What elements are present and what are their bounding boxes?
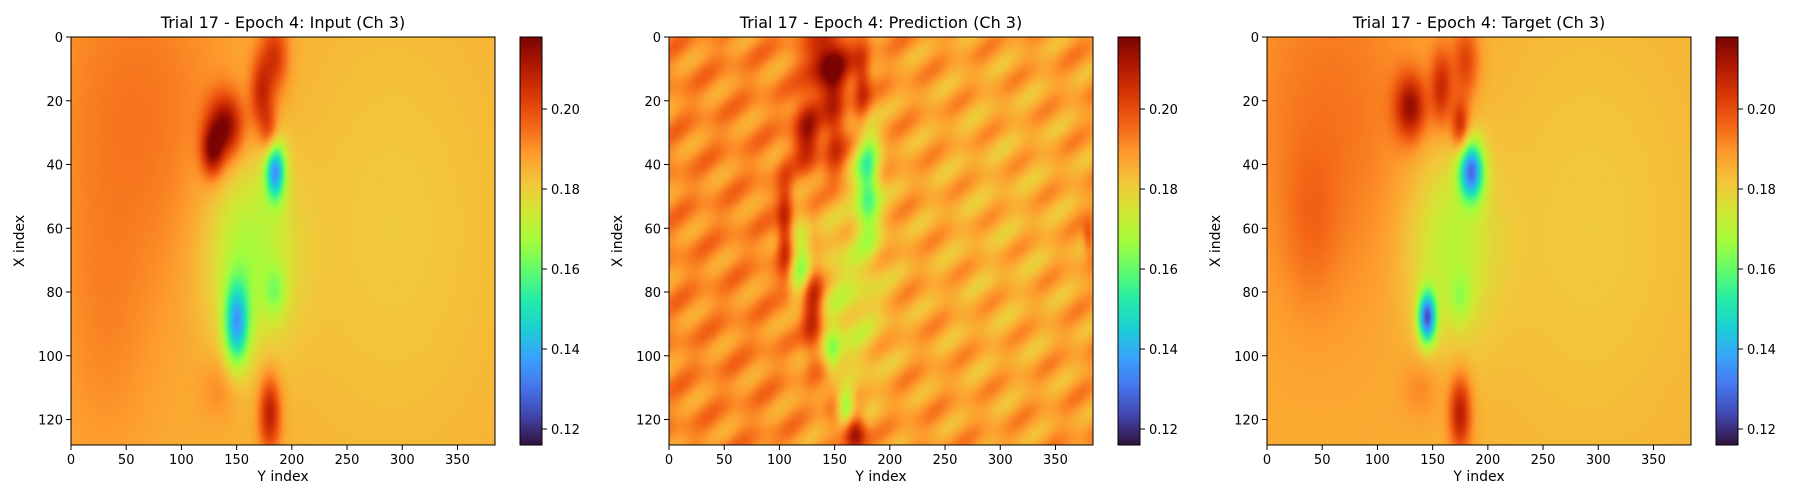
x-tick-label: 100 xyxy=(767,453,792,468)
colorbar-frame xyxy=(1117,36,1141,446)
colorbar-frame xyxy=(519,36,543,446)
y-tick-label: 0 xyxy=(653,31,661,46)
x-tick-label: 0 xyxy=(67,453,75,468)
x-axis-label: Y index xyxy=(256,469,308,485)
chart-title: Trial 17 - Epoch 4: Prediction (Ch 3) xyxy=(739,13,1022,32)
colorbar-tick-label: 0.18 xyxy=(1747,183,1776,198)
x-tick-label: 300 xyxy=(390,453,415,468)
colorbar-frame xyxy=(1715,36,1739,446)
x-tick-label: 150 xyxy=(224,453,249,468)
heatmap-image xyxy=(1267,37,1691,445)
x-tick-label: 150 xyxy=(822,453,847,468)
x-tick-label: 50 xyxy=(118,453,135,468)
x-tick-label: 250 xyxy=(1531,453,1556,468)
colorbar-tick-label: 0.18 xyxy=(551,183,580,198)
x-tick-label: 200 xyxy=(279,453,304,468)
x-tick-label: 350 xyxy=(1043,453,1068,468)
chart-title: Trial 17 - Epoch 4: Input (Ch 3) xyxy=(160,13,405,32)
y-axis-label: X index xyxy=(610,215,626,267)
x-tick-label: 50 xyxy=(716,453,733,468)
y-tick-label: 80 xyxy=(1242,286,1259,301)
axes-frame xyxy=(1266,36,1692,446)
colorbar-tick-label: 0.14 xyxy=(1747,343,1776,358)
heatmap-image xyxy=(71,37,495,445)
x-tick-label: 350 xyxy=(445,453,470,468)
y-tick-label: 100 xyxy=(636,350,661,365)
axes-frame xyxy=(668,36,1094,446)
panel-1: Trial 17 - Epoch 4: Input (Ch 3) 0 50 100 15… xyxy=(12,13,580,485)
x-tick-label: 200 xyxy=(877,453,902,468)
x-tick-label: 350 xyxy=(1641,453,1666,468)
y-tick-label: 80 xyxy=(46,286,63,301)
y-tick-label: 100 xyxy=(1234,350,1259,365)
colorbar-tick-label: 0.12 xyxy=(1747,423,1776,438)
colorbar-tick-label: 0.16 xyxy=(1747,263,1776,278)
x-axis-label: Y index xyxy=(1452,469,1504,485)
x-tick-label: 200 xyxy=(1475,453,1500,468)
colorbar xyxy=(1716,37,1738,445)
y-axis-label: X index xyxy=(12,215,28,267)
colorbar-tick-label: 0.12 xyxy=(1149,423,1178,438)
x-axis-label: Y index xyxy=(854,469,906,485)
x-tick-label: 0 xyxy=(665,453,673,468)
colorbar-tick-label: 0.20 xyxy=(1747,103,1776,118)
x-tick-label: 300 xyxy=(1586,453,1611,468)
chart-title: Trial 17 - Epoch 4: Target (Ch 3) xyxy=(1352,13,1605,32)
y-axis-label: X index xyxy=(1208,215,1224,267)
x-tick-label: 100 xyxy=(169,453,194,468)
y-tick-label: 0 xyxy=(1251,31,1259,46)
y-tick-label: 60 xyxy=(1242,222,1259,237)
colorbar-tick-label: 0.18 xyxy=(1149,183,1178,198)
colorbar xyxy=(1118,37,1140,445)
y-tick-label: 40 xyxy=(46,159,63,174)
colorbar-tick-label: 0.16 xyxy=(551,263,580,278)
y-tick-label: 20 xyxy=(1242,95,1259,110)
colorbar xyxy=(520,37,542,445)
colorbar-tick-label: 0.20 xyxy=(551,103,580,118)
axes-frame xyxy=(70,36,496,446)
y-tick-label: 80 xyxy=(644,286,661,301)
x-tick-label: 100 xyxy=(1365,453,1390,468)
colorbar-tick-label: 0.14 xyxy=(1149,343,1178,358)
y-tick-label: 120 xyxy=(1234,414,1259,429)
y-tick-label: 40 xyxy=(1242,159,1259,174)
x-tick-label: 250 xyxy=(933,453,958,468)
colorbar-tick-label: 0.12 xyxy=(551,423,580,438)
colorbar-tick-label: 0.20 xyxy=(1149,103,1178,118)
y-tick-label: 40 xyxy=(644,159,661,174)
y-tick-label: 120 xyxy=(38,414,63,429)
y-tick-label: 100 xyxy=(38,350,63,365)
y-tick-label: 0 xyxy=(55,31,63,46)
panel-3: Trial 17 - Epoch 4: Target (Ch 3) 0 50 100 1… xyxy=(1208,13,1776,485)
colorbar-tick-label: 0.14 xyxy=(551,343,580,358)
panel-2: Trial 17 - Epoch 4: Prediction (Ch 3) 0 50… xyxy=(610,13,1178,485)
x-tick-label: 250 xyxy=(335,453,360,468)
y-tick-label: 120 xyxy=(636,414,661,429)
x-tick-label: 150 xyxy=(1420,453,1445,468)
heatmap-image xyxy=(669,37,1093,445)
y-tick-label: 20 xyxy=(644,95,661,110)
y-tick-label: 60 xyxy=(46,222,63,237)
x-tick-label: 0 xyxy=(1263,453,1271,468)
x-tick-label: 50 xyxy=(1314,453,1331,468)
x-tick-label: 300 xyxy=(988,453,1013,468)
y-tick-label: 60 xyxy=(644,222,661,237)
y-tick-label: 20 xyxy=(46,95,63,110)
colorbar-tick-label: 0.16 xyxy=(1149,263,1178,278)
